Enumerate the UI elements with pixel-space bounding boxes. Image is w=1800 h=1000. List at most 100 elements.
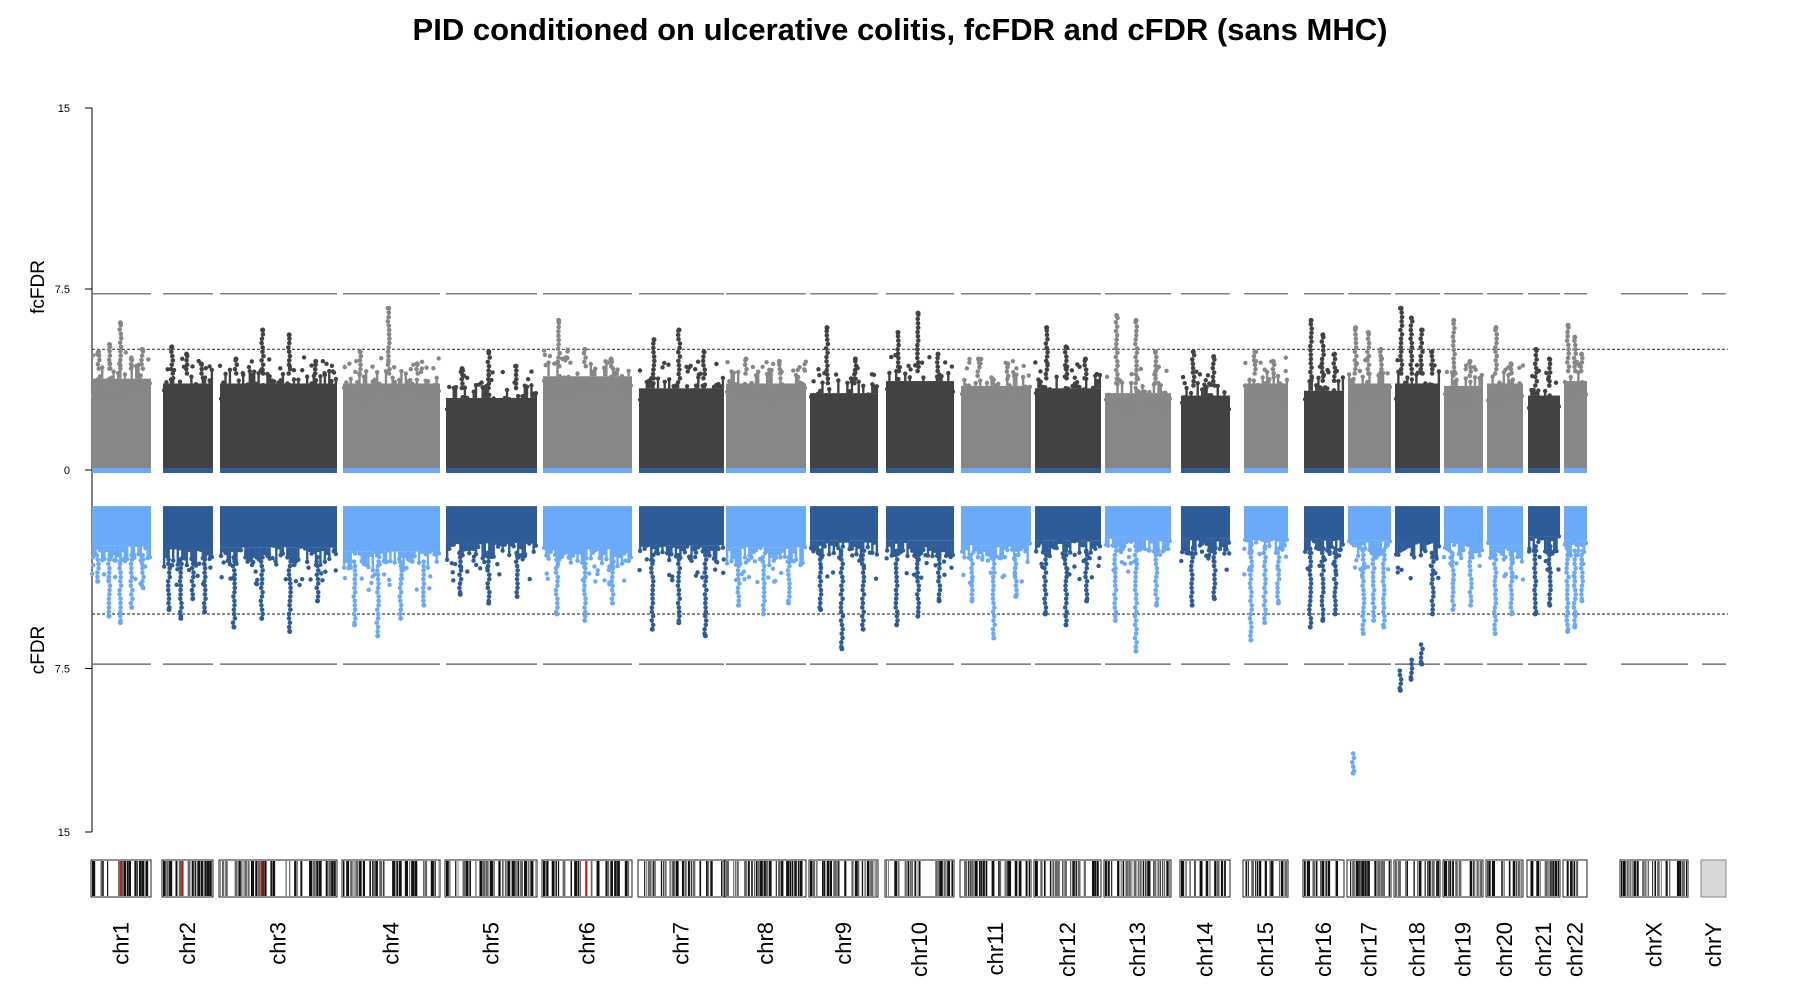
- cfdr-point-chr12: [1069, 540, 1072, 553]
- cfdr-point-chr8: [734, 547, 738, 565]
- fcfdr-point-chr12: [1061, 395, 1066, 401]
- fcfdr-point-chr9: [824, 359, 829, 364]
- cfdr-point-chr11: [970, 561, 975, 567]
- cfdr-point-chr15: [1248, 572, 1253, 578]
- fcfdr-point-chr16: [1331, 378, 1337, 384]
- cfdr-point-chr19: [1471, 542, 1474, 558]
- cfdr-point-chr11: [990, 596, 996, 602]
- fcfdr-point-chr17: [1366, 353, 1372, 359]
- fcfdr-point-chr8: [754, 375, 758, 384]
- fcfdr-point-chr20: [1494, 336, 1499, 342]
- fcfdr-point-chr7: [701, 349, 707, 355]
- cfdr-point-chr14: [1211, 596, 1217, 602]
- cfdr-point-chr16: [1328, 538, 1331, 552]
- cfdr-point-chr17: [1358, 545, 1363, 550]
- fcfdr-point-chr16: [1308, 361, 1313, 366]
- fcfdr-point-chr12: [1094, 371, 1100, 377]
- cfdr-point-chr1: [106, 600, 112, 606]
- cfdr-point-chr22: [1579, 557, 1585, 562]
- fcfdr-point-chr13: [1114, 333, 1120, 338]
- fcfdr-point-chr3: [266, 373, 269, 384]
- fcfdr-point-chr16: [1332, 374, 1337, 379]
- fcfdr-point-chr7: [677, 367, 682, 372]
- cfdr-point-chr5: [457, 555, 463, 560]
- fcfdr-point-chr9: [852, 395, 857, 400]
- cfdr-point-chr1: [112, 545, 115, 554]
- cfdr-point-chr8: [786, 589, 792, 595]
- cfdr-point-chr4: [398, 581, 404, 586]
- fcfdr-point-chr9: [852, 367, 858, 373]
- fcfdr-point-chr16: [1334, 397, 1339, 402]
- cfdr-point-chr1: [118, 605, 123, 610]
- cfdr-point-chr8: [761, 607, 766, 612]
- cfdr-point-chr22: [1564, 570, 1569, 575]
- fcfdr-point-chr5: [486, 381, 492, 386]
- fcfdr-point-chr11: [982, 392, 987, 398]
- fcfdr-point-chr6: [547, 362, 550, 377]
- ideogram-band: [909, 861, 912, 896]
- fcfdr-point-chr8: [799, 382, 802, 384]
- cfdr-point-chr7: [703, 545, 707, 552]
- fcfdr-point-chr7: [651, 349, 656, 355]
- cfdr-point-chr2: [178, 615, 184, 621]
- fcfdr-point-chr4: [357, 358, 363, 363]
- cfdr-point-chr16: [1307, 611, 1312, 617]
- ideogram-band: [1224, 861, 1226, 896]
- fcfdr-point-chr6: [553, 387, 558, 392]
- cfdr-point-chr11: [1024, 545, 1027, 552]
- cfdr-point-chr6: [621, 578, 627, 583]
- ideogram-band: [969, 861, 971, 896]
- cfdr-point-chr4: [376, 602, 381, 608]
- cfdr-point-chr7: [676, 587, 682, 593]
- cfdr-point-chr4: [366, 564, 371, 570]
- cfdr-point-chr6: [555, 583, 560, 588]
- cfdr-point-chr7: [703, 605, 708, 610]
- fcfdr-point-chr19: [1473, 377, 1477, 386]
- ideogram-band: [145, 861, 149, 896]
- cfdr-point-chr1: [117, 579, 123, 584]
- cfdr-point-chr5: [514, 594, 520, 600]
- cfdr-point-chr11: [994, 545, 998, 557]
- cfdr-point-chr4: [376, 594, 381, 599]
- cfdr-point-chr21: [1532, 565, 1537, 571]
- cfdr-point-chr7: [667, 545, 671, 561]
- cfdr-point-chr5: [444, 557, 450, 563]
- cfdr-point-chr8: [802, 544, 808, 550]
- cfdr-point-chr21: [1548, 587, 1553, 593]
- fcfdr-point-chr5: [485, 376, 491, 382]
- cfdr-point-chr1: [98, 545, 102, 551]
- cfdr-point-chr12: [1084, 592, 1090, 597]
- cfdr-point-chr8: [787, 563, 792, 569]
- cfdr-point-chr10: [933, 563, 938, 568]
- cfdr-point-chr18: [1421, 542, 1425, 549]
- cfdr-point-chr20: [1513, 574, 1519, 580]
- cfdr-point-chr8: [770, 547, 773, 557]
- cfdr-point-chr19: [1450, 559, 1455, 564]
- ideogram-band: [309, 861, 313, 896]
- ideogram-band: [844, 861, 847, 896]
- cfdr-point-chr13: [1153, 587, 1159, 593]
- cfdr-point-chr12: [1033, 549, 1039, 554]
- fcfdr-point-chr12: [1044, 332, 1050, 338]
- fcfdr-point-chr16: [1308, 378, 1314, 384]
- cfdr-point-chr15: [1257, 551, 1262, 557]
- fcfdr-point-chr9: [822, 400, 827, 406]
- cfdr-point-chr4: [421, 598, 426, 604]
- cfdr-point-chr5: [457, 550, 462, 556]
- ideogram-band: [799, 861, 803, 896]
- cfdr-point-chr22: [1571, 605, 1577, 610]
- fcfdr-point-chr16: [1309, 365, 1314, 370]
- cfdr-point-chr10: [915, 613, 921, 619]
- cfdr-point-chr22: [1564, 613, 1569, 619]
- cfdr-point-chr5: [485, 581, 490, 586]
- cfdr-point-chr14: [1223, 538, 1226, 554]
- fcfdr-point-chr10: [905, 394, 910, 399]
- fcfdr-point-chr3: [334, 379, 338, 384]
- cfdr-point-chr10: [914, 574, 920, 580]
- cfdr-point-chr7: [718, 540, 723, 546]
- cfdr-point-chr3: [235, 547, 238, 564]
- cfdr-point-chr12: [1082, 540, 1086, 546]
- cfdr-point-chr14: [1187, 538, 1190, 554]
- cfdr-point-chr1: [90, 554, 96, 560]
- fcfdr-point-chr3: [292, 379, 296, 384]
